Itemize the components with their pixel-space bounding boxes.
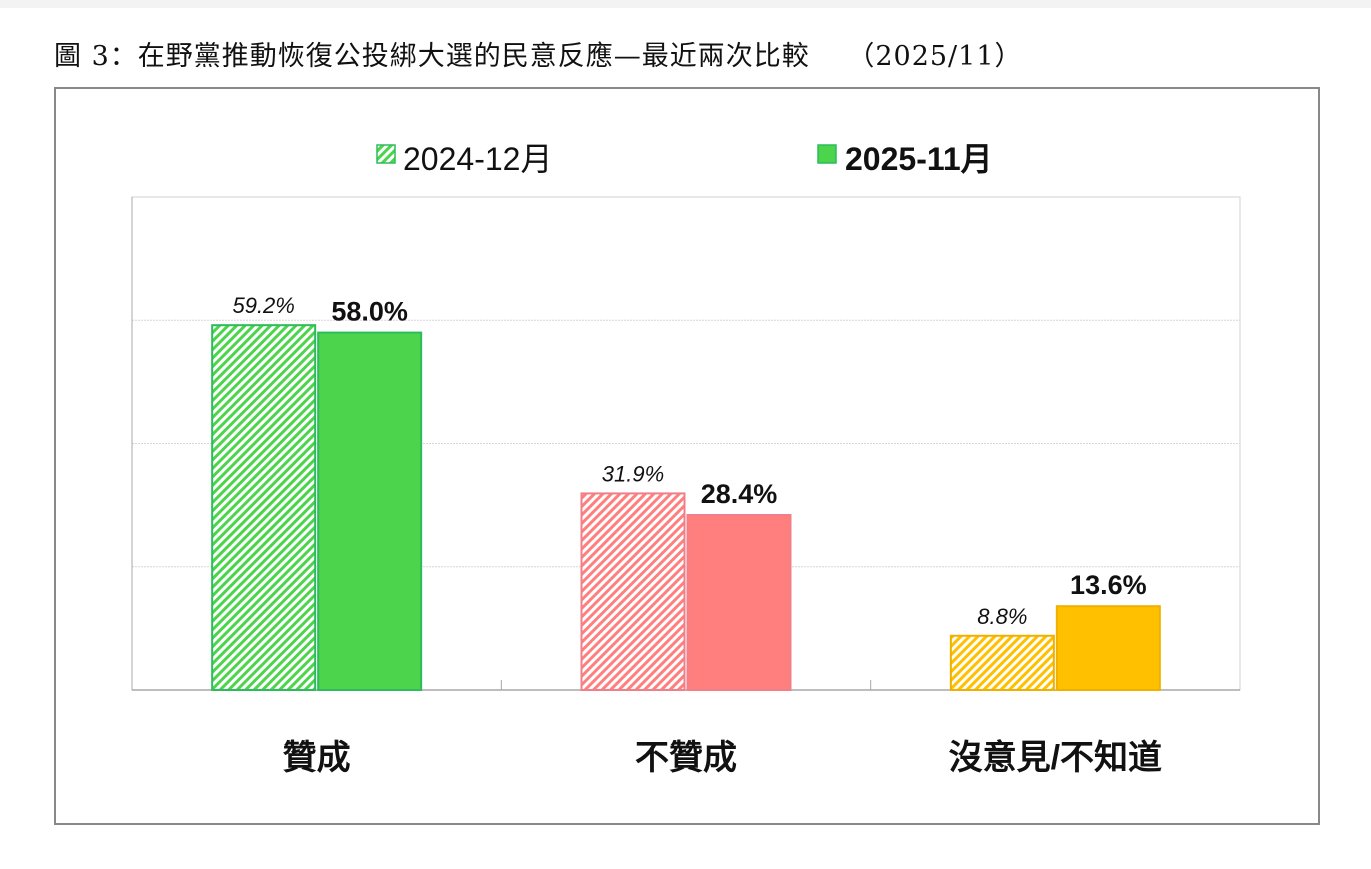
bar-2025-11-2 xyxy=(1055,605,1161,691)
chart-frame xyxy=(54,87,1320,825)
category-label: 沒意見/不知道 xyxy=(949,739,1162,777)
bar-2024-12-0 xyxy=(211,324,317,691)
bar-2024-12-1 xyxy=(580,492,686,692)
legend-swatch xyxy=(376,144,396,164)
data-label: 59.2% xyxy=(232,293,294,318)
figure-title: 圖 3：在野黨推動恢復公投綁大選的民意反應—最近兩次比較 （2025/11） xyxy=(54,41,1023,72)
data-label: 8.8% xyxy=(977,604,1027,629)
bar-2025-11-0 xyxy=(317,331,423,691)
legend-label: 2025-11月 xyxy=(845,141,993,177)
legend-label: 2024-12月 xyxy=(403,141,552,177)
legend-swatch xyxy=(817,144,837,164)
data-label: 58.0% xyxy=(331,297,408,327)
category-label: 贊成 xyxy=(283,739,351,777)
bar-2025-11-1 xyxy=(686,513,792,691)
data-label: 28.4% xyxy=(701,479,778,509)
category-label: 不贊成 xyxy=(635,739,737,777)
data-label: 13.6% xyxy=(1070,570,1147,600)
top-bar xyxy=(0,0,1371,8)
bar-2024-12-2 xyxy=(949,634,1055,692)
data-label: 31.9% xyxy=(602,461,664,486)
